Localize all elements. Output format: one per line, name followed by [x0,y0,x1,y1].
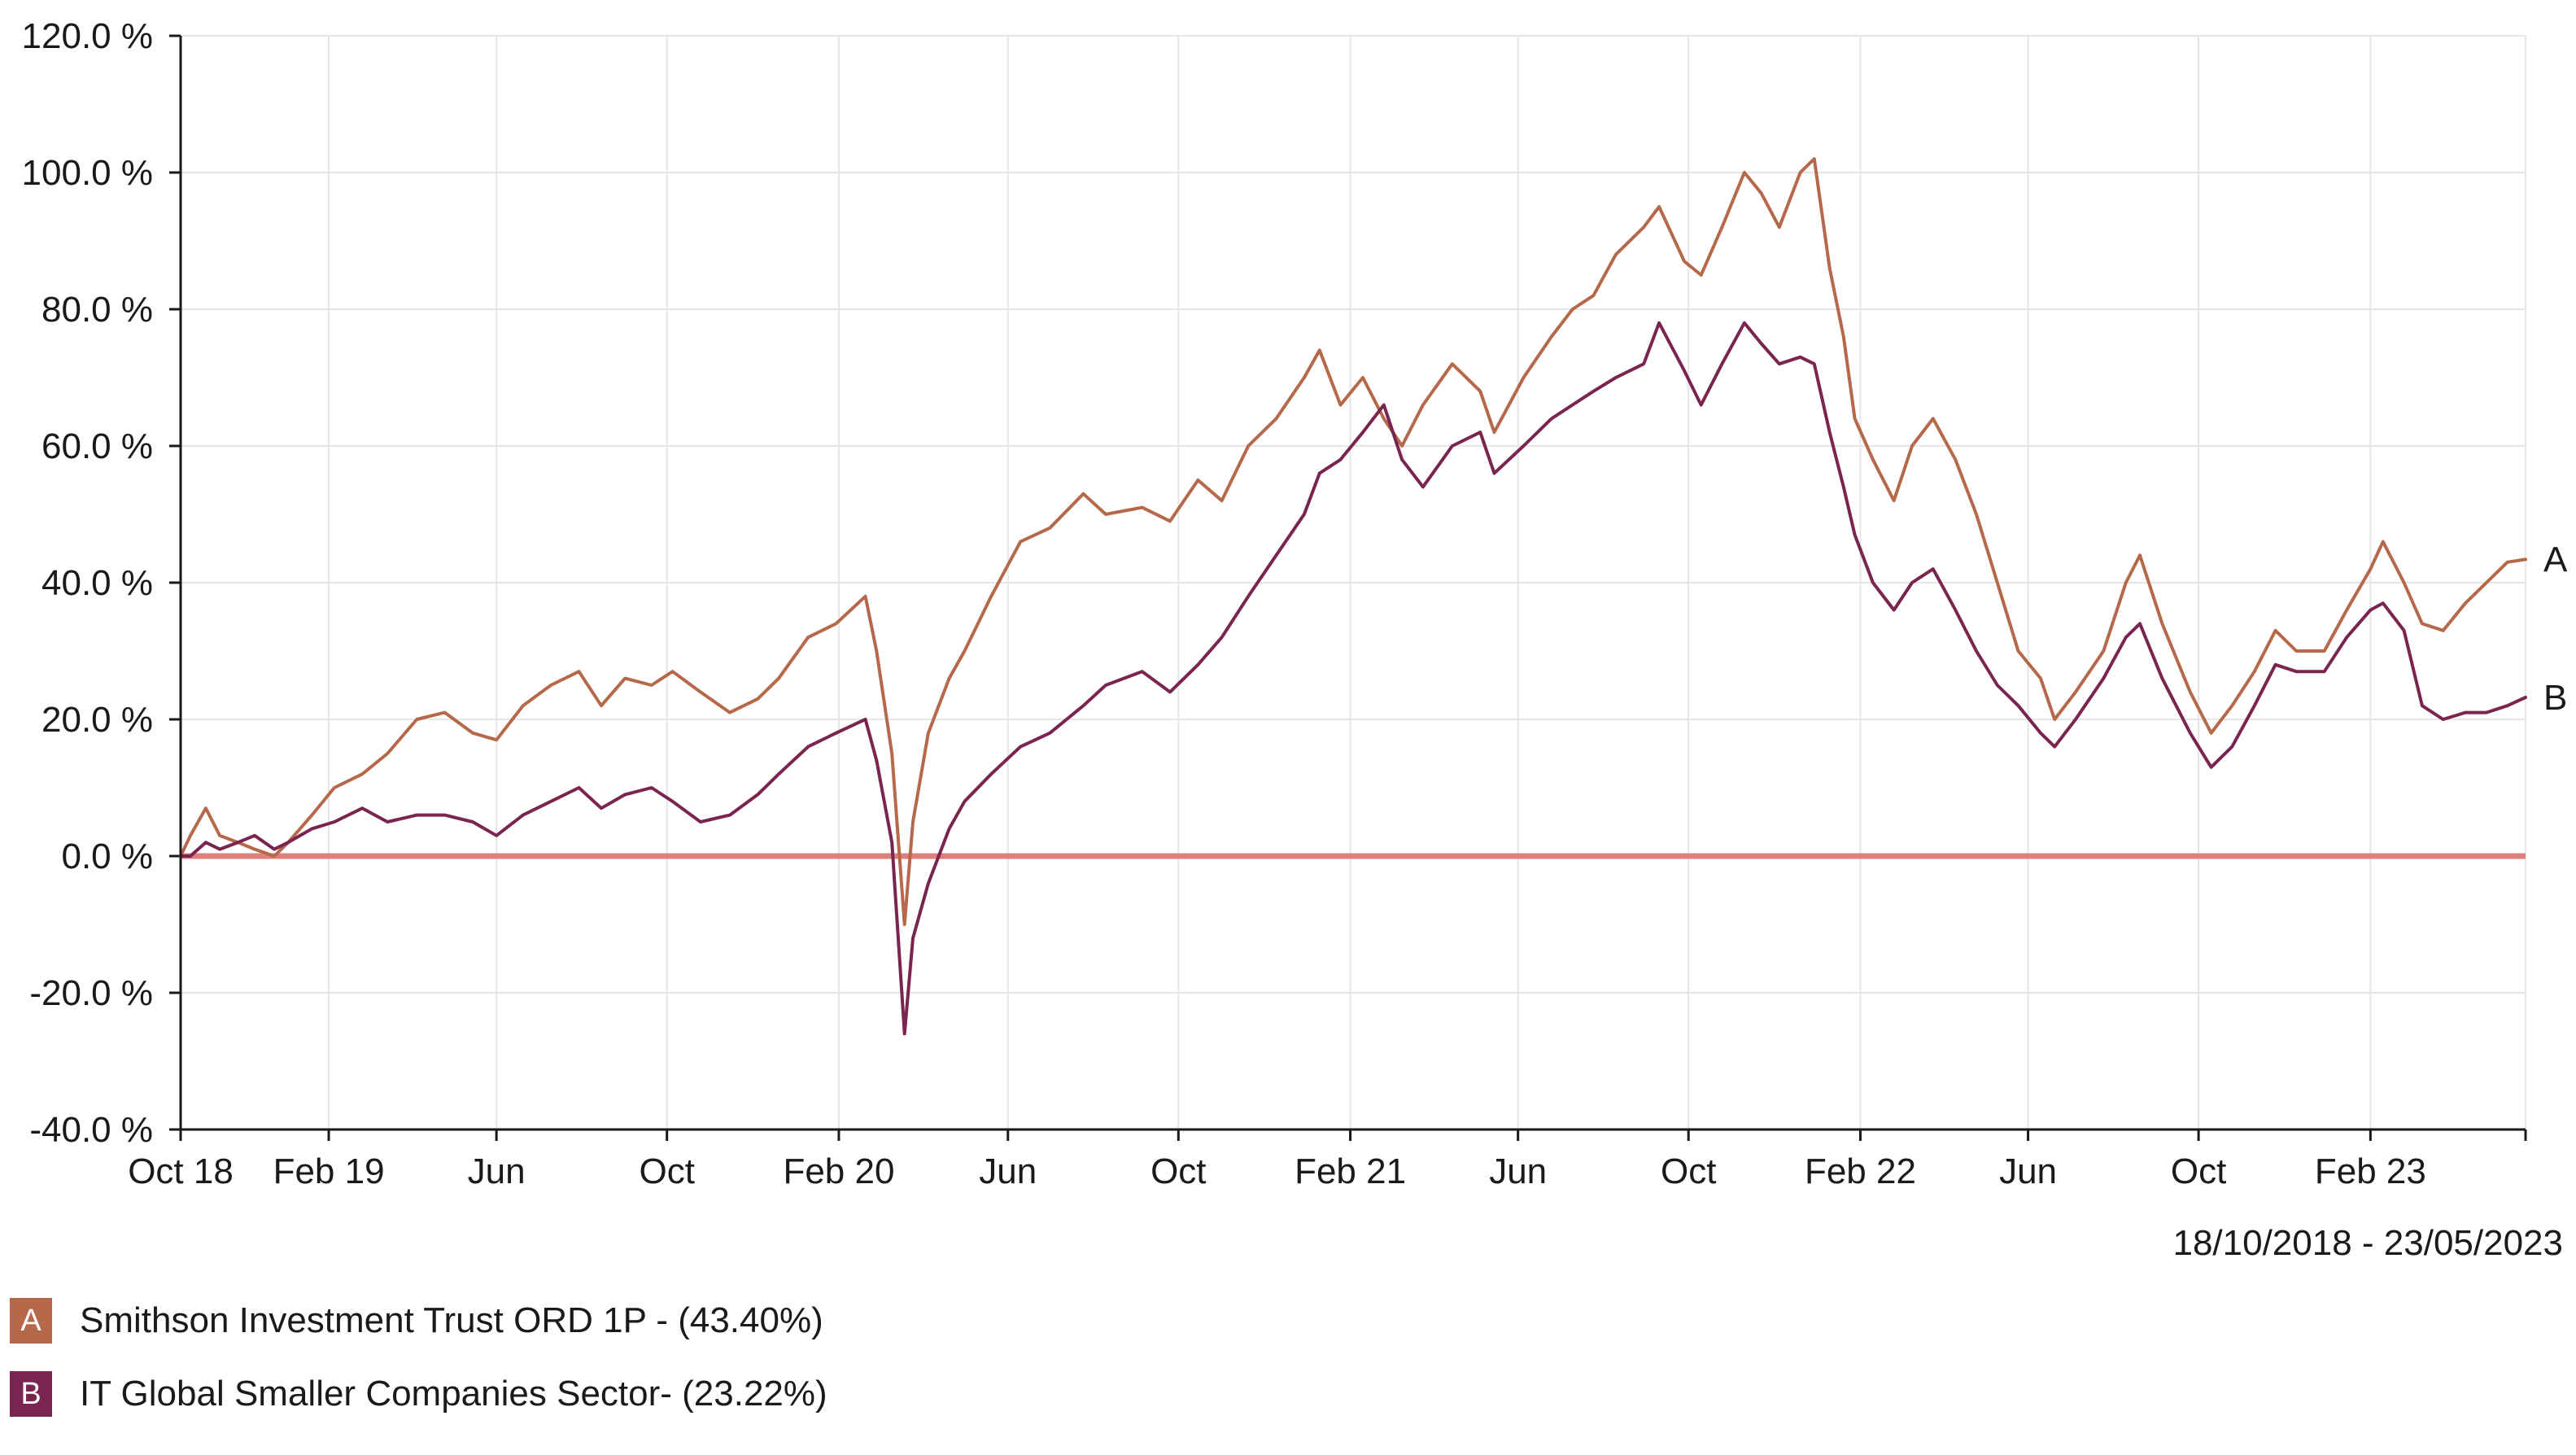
series-line-a [179,157,2527,926]
x-tick-label: Oct [1150,1151,1206,1191]
x-tick-label: Feb 20 [783,1151,894,1191]
legend-swatch-b: B [10,1371,52,1417]
y-tick-label: 100.0 % [22,153,153,193]
x-tick-label: Oct [1661,1151,1716,1191]
grid-lines [181,35,2526,1129]
x-tick-label: Feb 19 [273,1151,385,1191]
legend: A Smithson Investment Trust ORD 1P - (43… [10,1296,827,1442]
date-range-label: 18/10/2018 - 23/05/2023 [2172,1223,2563,1263]
x-tick-label: Jun [1489,1151,1547,1191]
legend-item-a: A Smithson Investment Trust ORD 1P - (43… [10,1296,827,1346]
x-tick-label: Oct [639,1151,694,1191]
x-tick-label: Feb 23 [2315,1151,2426,1191]
series-end-labels: AB [2543,540,2568,718]
y-tick-label: -40.0 % [29,1110,153,1150]
x-tick-label: Oct [2171,1151,2226,1191]
y-tick-label: 120.0 % [22,16,153,56]
series-lines [179,157,2527,1036]
x-tick-label: Feb 21 [1295,1151,1406,1191]
y-tick-label: 0.0 % [61,837,153,876]
y-tick-label: 60.0 % [41,426,153,466]
x-tick-label: Feb 22 [1805,1151,1916,1191]
legend-label-a: Smithson Investment Trust ORD 1P - (43.4… [80,1300,823,1340]
y-tick-label: 80.0 % [41,290,153,330]
x-axis-ticks: Oct 18 Feb 19 Jun Oct Feb 20 Jun Oct Feb 21 Jun O… [128,1129,2527,1191]
y-tick-label: -20.0 % [29,973,153,1013]
series-line-b [179,321,2527,1036]
x-tick-label: Jun [979,1151,1037,1191]
legend-item-b: B IT Global Smaller Companies Sector- (2… [10,1369,827,1419]
series-end-label-b: B [2543,678,2567,718]
x-tick-label: Oct 18 [128,1151,234,1191]
x-tick-label: Jun [468,1151,526,1191]
y-tick-label: 20.0 % [41,700,153,740]
legend-label-b: IT Global Smaller Companies Sector- (23.… [80,1374,827,1413]
x-tick-label: Jun [1999,1151,2057,1191]
y-axis-ticks: 120.0 % 100.0 % 80.0 % 60.0 % 40.0 % 20.0 % 0.… [22,16,181,1150]
y-tick-label: 40.0 % [41,563,153,603]
series-end-label-a: A [2543,540,2568,579]
legend-swatch-a: A [10,1298,52,1344]
